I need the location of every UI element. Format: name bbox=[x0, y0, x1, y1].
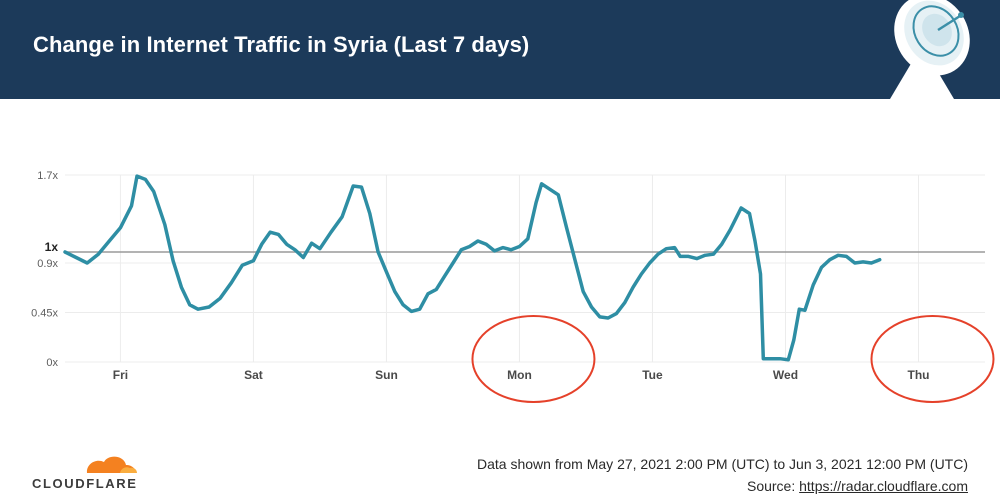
y-tick-label: 0x bbox=[46, 357, 58, 369]
x-tick-label: Sat bbox=[244, 368, 263, 382]
source-link[interactable]: https://radar.cloudflare.com bbox=[799, 478, 968, 494]
cloudflare-logo-text: CLOUDFLARE bbox=[32, 476, 138, 491]
page-title: Change in Internet Traffic in Syria (Las… bbox=[33, 32, 530, 57]
traffic-chart: 0x 0.45x 0.9x 1x 1.7x Fri Sat Sun Mon Tue Wed Thu bbox=[31, 170, 995, 403]
grid-lines bbox=[65, 174, 985, 363]
cloudflare-cloud-icon bbox=[86, 456, 137, 473]
y-tick-label: 1x bbox=[45, 240, 59, 254]
outage-circle bbox=[870, 315, 995, 403]
x-axis-ticks: Fri Sat Sun Mon Tue Wed Thu bbox=[113, 368, 930, 382]
y-tick-label: 0.45x bbox=[31, 308, 58, 320]
x-tick-label: Tue bbox=[642, 368, 663, 382]
y-tick-label: 1.7x bbox=[37, 170, 58, 182]
outage-circle bbox=[471, 315, 596, 403]
x-tick-label: Fri bbox=[113, 368, 128, 382]
x-tick-label: Sun bbox=[375, 368, 398, 382]
x-tick-label: Mon bbox=[507, 368, 532, 382]
traffic-series-line bbox=[63, 174, 882, 362]
outage-annotations bbox=[471, 315, 995, 403]
header-bar: Change in Internet Traffic in Syria (Las… bbox=[0, 0, 1000, 99]
data-range-text: Data shown from May 27, 2021 2:00 PM (UT… bbox=[477, 456, 968, 472]
source-label: Source: bbox=[746, 478, 796, 494]
footer-note: Data shown from May 27, 2021 2:00 PM (UT… bbox=[477, 453, 968, 497]
y-axis-ticks: 0x 0.45x 0.9x 1x 1.7x bbox=[31, 170, 58, 369]
y-tick-label: 0.9x bbox=[37, 258, 58, 270]
x-tick-label: Thu bbox=[907, 368, 929, 382]
x-tick-label: Wed bbox=[773, 368, 798, 382]
satellite-dish-icon bbox=[890, 0, 970, 99]
